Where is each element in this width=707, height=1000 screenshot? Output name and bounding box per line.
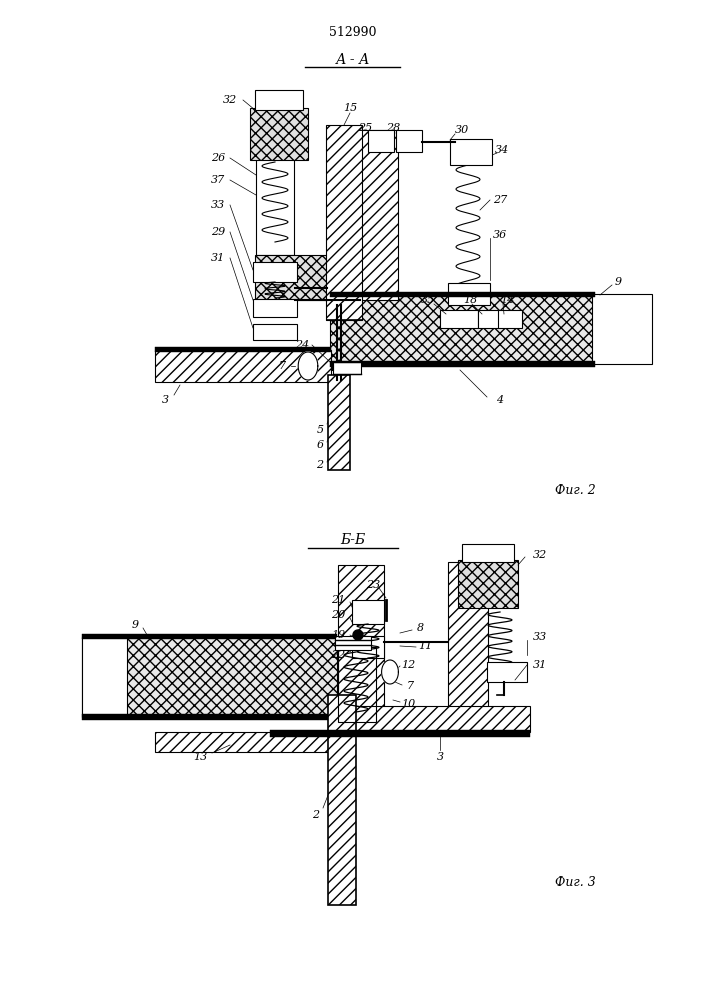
Bar — [335, 636, 371, 650]
Text: 29: 29 — [211, 227, 225, 237]
Bar — [440, 310, 478, 328]
Text: 23: 23 — [366, 580, 380, 590]
Text: 9: 9 — [614, 277, 621, 287]
Text: Фиг. 2: Фиг. 2 — [554, 484, 595, 496]
Text: 8: 8 — [416, 623, 423, 633]
Bar — [326, 125, 362, 320]
Text: 26: 26 — [211, 153, 225, 163]
Text: 2: 2 — [312, 810, 320, 820]
Bar — [448, 562, 488, 732]
Bar — [498, 310, 522, 328]
Text: 11: 11 — [418, 641, 432, 651]
Text: 37: 37 — [211, 175, 225, 185]
Bar — [330, 294, 595, 364]
Text: 31: 31 — [533, 660, 547, 670]
Bar — [448, 283, 490, 305]
Text: 32: 32 — [223, 95, 237, 105]
Bar — [338, 647, 376, 722]
Bar — [352, 636, 384, 658]
Bar — [328, 695, 356, 905]
Bar — [462, 544, 514, 562]
Bar — [360, 130, 398, 300]
Text: 22: 22 — [331, 650, 345, 660]
Text: 30: 30 — [455, 125, 469, 135]
Bar — [253, 324, 297, 340]
Bar — [82, 714, 337, 720]
Bar — [253, 299, 297, 317]
Text: 12: 12 — [401, 660, 415, 670]
Text: 512990: 512990 — [329, 25, 377, 38]
Text: 14: 14 — [500, 295, 514, 305]
Bar — [253, 262, 297, 282]
Text: 5: 5 — [317, 425, 324, 435]
Bar — [330, 361, 595, 367]
Bar — [82, 637, 127, 717]
Text: Б-Б: Б-Б — [340, 533, 366, 547]
Bar — [255, 255, 327, 300]
Bar — [330, 292, 595, 297]
Bar — [478, 310, 500, 328]
Text: 36: 36 — [493, 230, 507, 240]
Bar — [256, 158, 294, 255]
Text: 33: 33 — [533, 632, 547, 642]
Text: А - А: А - А — [336, 53, 370, 67]
Text: 34: 34 — [495, 145, 509, 155]
Text: 25: 25 — [358, 123, 372, 133]
Bar — [155, 347, 331, 352]
Bar — [338, 565, 384, 710]
Text: 3: 3 — [436, 752, 443, 762]
Bar — [487, 662, 527, 682]
Polygon shape — [298, 352, 318, 380]
Text: 27: 27 — [493, 195, 507, 205]
Text: 10: 10 — [401, 699, 415, 709]
Text: 33: 33 — [211, 200, 225, 210]
Text: 13: 13 — [193, 752, 207, 762]
Text: 19: 19 — [331, 630, 345, 640]
Bar — [592, 294, 652, 364]
Bar — [458, 560, 518, 608]
Text: 24: 24 — [295, 340, 309, 350]
Bar — [450, 139, 492, 165]
Text: 6: 6 — [317, 440, 324, 450]
Bar — [82, 634, 337, 639]
Bar — [368, 130, 394, 152]
Bar — [270, 730, 530, 737]
Bar — [333, 362, 361, 374]
Text: 7: 7 — [407, 681, 414, 691]
Text: 4: 4 — [496, 395, 503, 405]
Bar — [155, 350, 331, 382]
Text: 28: 28 — [386, 123, 400, 133]
Text: Фиг. 3: Фиг. 3 — [554, 876, 595, 888]
Bar — [255, 90, 303, 110]
Bar — [328, 706, 530, 732]
Text: 2: 2 — [317, 460, 324, 470]
Bar — [328, 375, 350, 470]
Polygon shape — [382, 660, 399, 684]
Text: 18: 18 — [463, 295, 477, 305]
Text: 9: 9 — [132, 620, 139, 630]
Text: 7: 7 — [279, 361, 286, 371]
Text: 3: 3 — [161, 395, 168, 405]
Text: 20: 20 — [331, 610, 345, 620]
Bar — [250, 108, 308, 160]
Text: 31: 31 — [211, 253, 225, 263]
Text: 15: 15 — [343, 103, 357, 113]
Polygon shape — [353, 630, 363, 640]
Bar — [352, 600, 384, 624]
Text: 32: 32 — [533, 550, 547, 560]
Text: 35: 35 — [421, 295, 435, 305]
Bar — [396, 130, 422, 152]
Bar — [155, 732, 330, 752]
Text: 21: 21 — [331, 595, 345, 605]
Bar — [82, 637, 337, 717]
